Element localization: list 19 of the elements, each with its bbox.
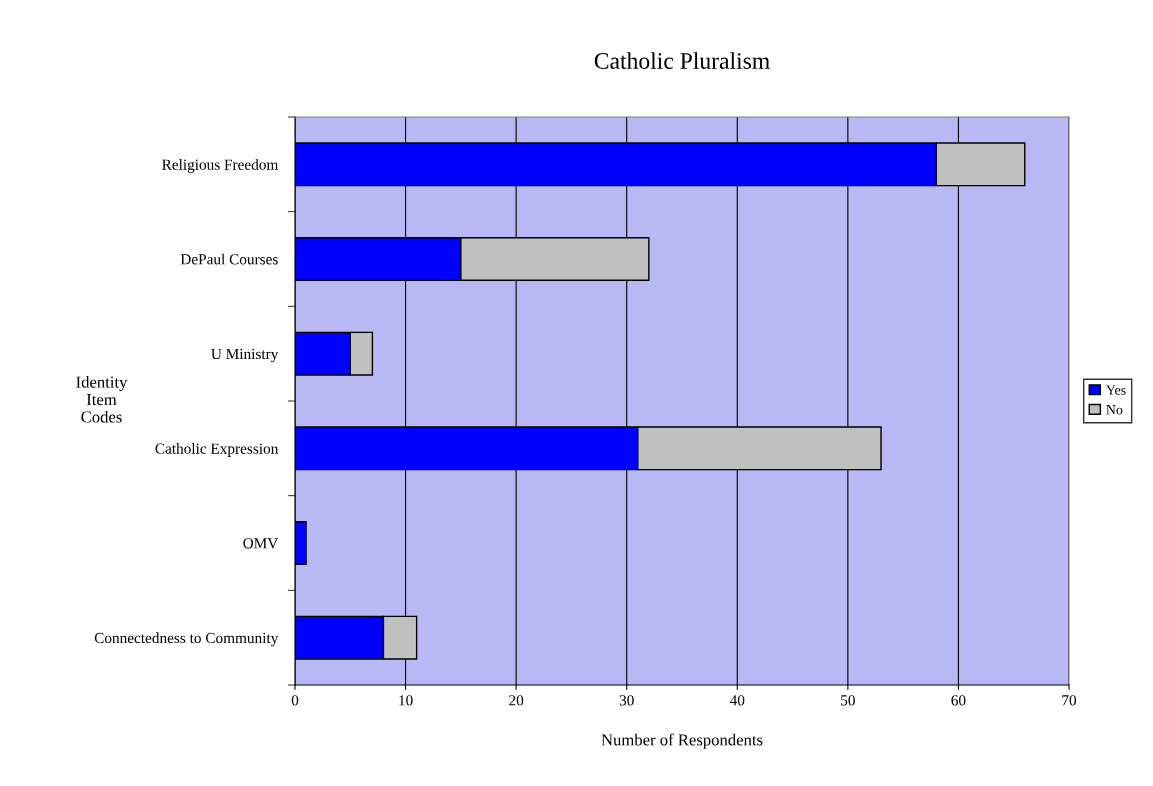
x-tick-label: 30 [619,695,634,706]
x-tick-label: 50 [841,695,855,706]
x-tick-label: 40 [729,695,745,706]
y-tick-label: Connectedness to Community [94,632,279,647]
y-tick-label: Religious Freedom [162,159,279,173]
y-tick-label: Catholic Expression [155,443,279,457]
x-tick-label: 0 [291,695,299,706]
y-tick-label: U Ministry [211,348,279,363]
chart-title: Catholic Pluralism [594,52,770,69]
y-tick-label: OMV [243,538,279,549]
legend-label: No [1106,405,1123,415]
x-axis-title: Number of Respondents [601,733,763,749]
x-tick-label: 60 [951,695,966,706]
legend-label: Yes [1106,385,1126,395]
y-tick-label: DePaul Courses [180,253,278,265]
x-tick-label: 20 [509,695,524,706]
y-axis-title: Identity Item Codes [76,375,128,423]
x-tick-label: 70 [1062,695,1077,706]
x-tick-label: 10 [399,695,413,706]
